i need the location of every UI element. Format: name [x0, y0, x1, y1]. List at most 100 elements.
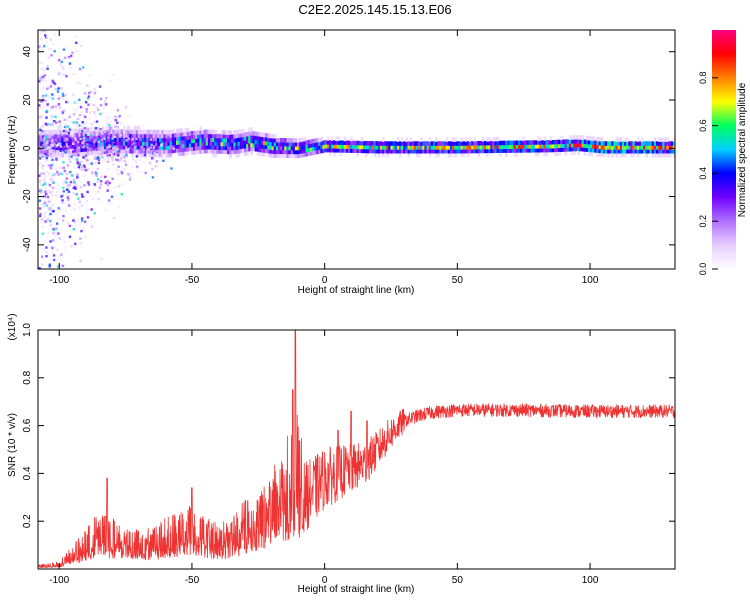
- spectrogram-cell: [229, 142, 232, 147]
- spectrogram-noise-cell: [117, 127, 120, 130]
- spectrogram-noise-cell: [47, 86, 50, 90]
- spectrogram-cell: [430, 141, 434, 146]
- spectrogram-cell: [173, 136, 177, 142]
- spectrogram-noise-cell: [65, 100, 68, 104]
- spectrogram-cell: [643, 141, 646, 146]
- spectrogram-cell: [386, 141, 389, 146]
- spectrogram-cell: [562, 139, 566, 144]
- spectrogram-noise-cell: [57, 184, 60, 187]
- spectrogram-noise-cell: [62, 190, 65, 193]
- spectrogram-cell: [222, 130, 226, 135]
- spectrogram-cell: [80, 132, 84, 137]
- spectrogram-cell: [348, 148, 351, 153]
- spectrogram-cell: [475, 148, 479, 154]
- spectrogram-cell: [241, 136, 245, 141]
- spectrogram-cell: [422, 141, 425, 146]
- spectrogram-cell: [494, 144, 498, 150]
- spectrogram-cell: [74, 151, 77, 157]
- spectrogram-cell: [492, 137, 496, 142]
- spectrogram-noise-cell: [158, 153, 161, 156]
- spectrogram-cell: [78, 147, 81, 153]
- spectrogram-noise-cell: [61, 166, 65, 170]
- spectrogram-cell: [239, 133, 243, 138]
- spectrogram-cell: [537, 148, 540, 153]
- spectrogram-cell: [205, 137, 209, 142]
- spectrogram-cell: [231, 142, 234, 147]
- spectrogram-noise-cell: [94, 172, 98, 175]
- spectrogram-noise-cell: [58, 158, 62, 161]
- spectrogram-cell: [458, 145, 462, 150]
- spectrogram-noise-cell: [40, 47, 43, 50]
- spectrogram-cell: [260, 151, 264, 157]
- spectrogram-noise-cell: [99, 97, 103, 101]
- spectrogram-cell: [611, 149, 614, 154]
- spectrogram-cell: [581, 147, 585, 152]
- spectrogram-cell: [345, 140, 349, 146]
- spectrogram-cell: [148, 153, 152, 158]
- spectrogram-cell: [517, 140, 521, 145]
- spectrogram-cell: [156, 153, 160, 158]
- snr-series-line: [38, 330, 675, 569]
- spectrogram-cell: [471, 145, 474, 150]
- spectrogram-cell: [197, 138, 200, 143]
- spectrogram-cell: [167, 133, 171, 139]
- spectrogram-cell: [543, 140, 547, 145]
- spectrogram-cell: [38, 145, 41, 150]
- spectrogram-noise-cell: [123, 168, 126, 171]
- spectrogram-cell: [469, 141, 472, 146]
- spectrogram-cell: [494, 148, 498, 153]
- spectrogram-cell: [462, 145, 466, 150]
- spectrogram-cell: [256, 135, 260, 141]
- spectrogram-cell: [350, 140, 353, 146]
- snr-y-label: SNR (10 * v/v): [7, 413, 18, 477]
- spectrogram-cell: [224, 141, 228, 147]
- spectrogram-cell: [619, 137, 623, 142]
- spectrogram-x-tick-label: 50: [452, 275, 464, 286]
- spectrogram-cell: [653, 137, 657, 142]
- spectrogram-cell: [320, 144, 324, 150]
- spectrogram-cell: [441, 149, 445, 154]
- spectrogram-cell: [435, 137, 438, 142]
- spectrogram-noise-cell: [75, 121, 78, 124]
- spectrogram-cell: [382, 152, 385, 158]
- spectrogram-noise-cell: [75, 193, 78, 196]
- spectrogram-cell: [154, 145, 158, 150]
- spectrogram-cell: [309, 147, 313, 152]
- spectrogram-cell: [148, 133, 152, 139]
- spectrogram-cell: [254, 135, 258, 140]
- spectrogram-cell: [190, 142, 194, 148]
- spectrogram-noise-cell: [84, 154, 88, 157]
- spectrogram-cell: [135, 129, 139, 135]
- spectrogram-cell: [188, 146, 192, 152]
- spectrogram-cell: [390, 149, 394, 154]
- spectrogram-cell: [500, 144, 504, 150]
- spectrogram-noise-cell: [93, 183, 96, 186]
- colorbar: 0.00.20.40.60.8 Normalized spectral ampl…: [698, 30, 748, 275]
- spectrogram-cell: [609, 149, 612, 154]
- spectrogram-cell: [69, 140, 73, 146]
- spectrogram-cell: [466, 141, 470, 146]
- spectrogram-noise-cell: [59, 140, 62, 144]
- spectrogram-noise-cell: [108, 181, 111, 185]
- spectrogram-cell: [271, 137, 275, 143]
- spectrogram-noise-cell: [43, 232, 46, 235]
- spectrogram-cell: [416, 141, 419, 146]
- spectrogram-cell: [74, 140, 77, 145]
- spectrogram-cell: [116, 129, 120, 134]
- spectrogram-cell: [129, 145, 132, 150]
- spectrogram-cell: [161, 137, 164, 143]
- spectrogram-cell: [522, 140, 525, 145]
- spectrogram-cell: [233, 134, 236, 139]
- spectrogram-cell: [146, 145, 149, 150]
- spectrogram-cell: [214, 141, 217, 146]
- spectrogram-cell: [156, 145, 160, 150]
- spectrogram-cell: [367, 141, 370, 146]
- spectrogram-cell: [464, 141, 468, 146]
- spectrogram-noise-cell: [153, 153, 156, 157]
- spectrogram-noise-cell: [40, 61, 43, 65]
- spectrogram-cell: [396, 145, 400, 150]
- spectrogram-cell: [339, 144, 343, 149]
- spectrogram-cell: [394, 141, 398, 146]
- spectrogram-cell: [439, 141, 442, 146]
- spectrogram-cell: [61, 137, 65, 142]
